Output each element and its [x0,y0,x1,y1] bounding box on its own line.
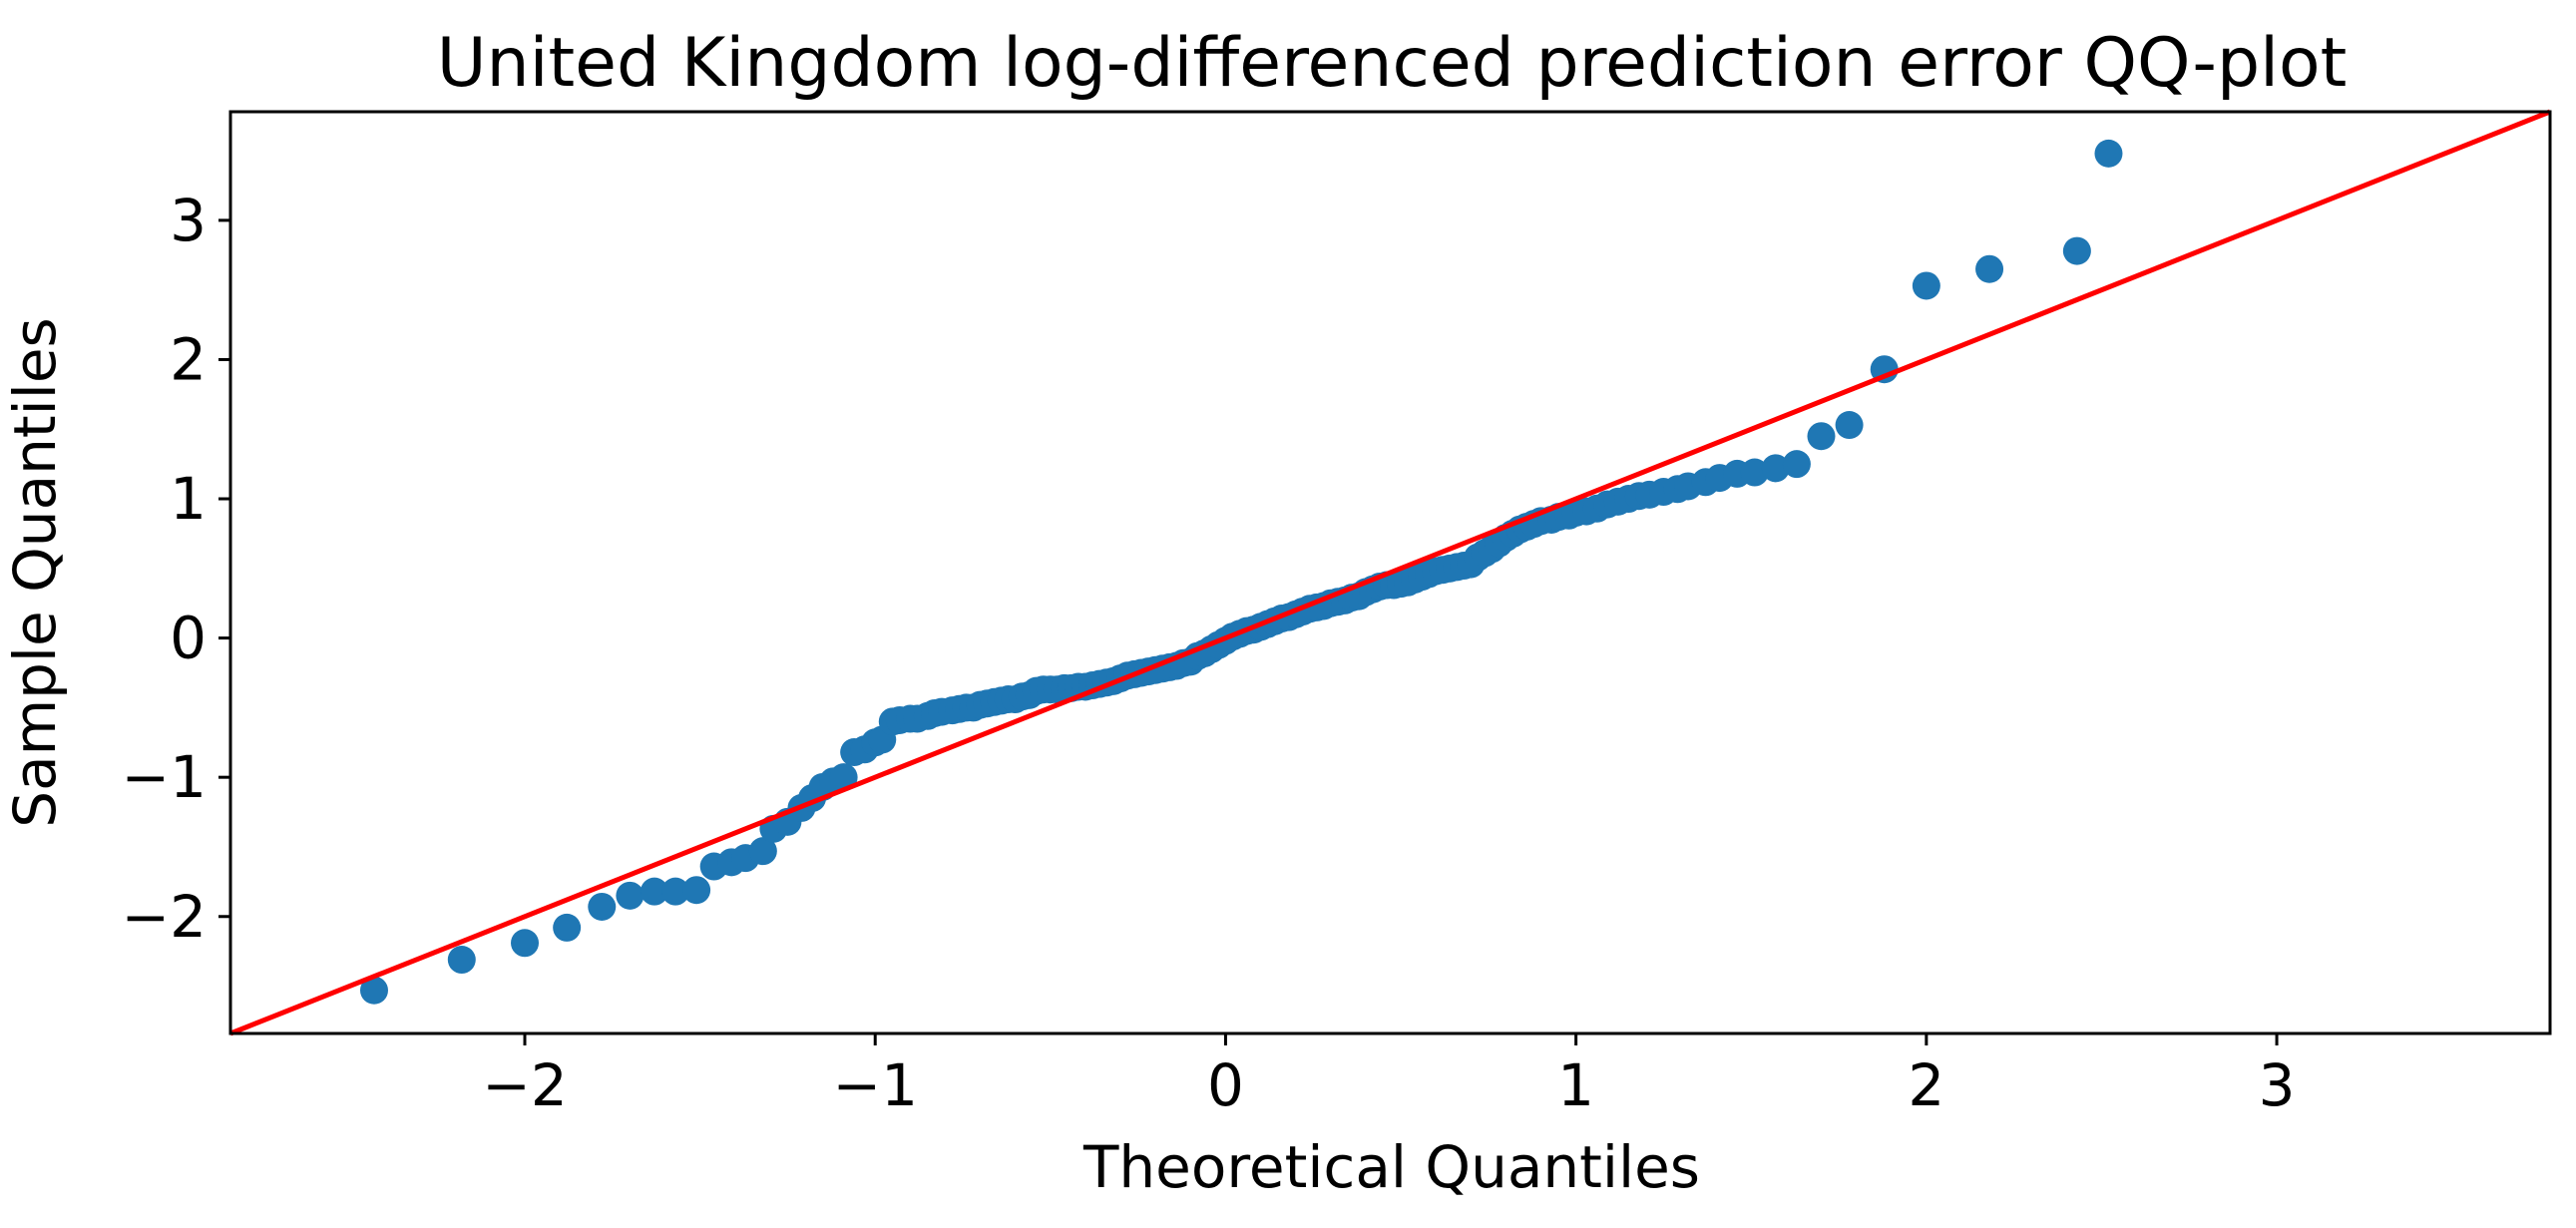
data-point-142 [2094,139,2123,168]
x-tick-label: −1 [832,1051,918,1119]
y-tick-label: −1 [122,743,208,811]
data-point-7 [661,877,690,906]
data-point-140 [1975,254,2004,283]
data-point-3 [553,913,582,942]
data-point-8 [682,876,711,905]
data-point-0 [359,976,388,1005]
data-point-133 [1740,458,1769,487]
y-tick-label: −2 [122,883,208,951]
data-point-136 [1807,422,1836,451]
data-point-2 [511,929,540,958]
data-point-134 [1761,454,1790,483]
x-tick-label: 0 [1207,1051,1244,1119]
plot-frame [228,110,2552,1035]
y-tick-label: 0 [170,605,207,672]
y-axis-label: Sample Quantiles [1,317,69,828]
data-point-141 [2062,236,2091,265]
x-tick-label: 1 [1557,1051,1594,1119]
x-axis-ticks: −2 −1 0 1 2 3 [482,1033,2296,1119]
data-point-137 [1835,411,1864,440]
y-tick-label: 1 [170,465,207,533]
data-point-6 [640,877,668,906]
data-point-139 [1912,271,1940,300]
chart-title: United Kingdom log-differenced predictio… [437,24,2348,103]
data-point-12 [748,837,777,866]
x-tick-label: −2 [482,1051,568,1119]
x-tick-label: 3 [2259,1051,2296,1119]
data-point-138 [1870,355,1899,384]
x-tick-label: 2 [1908,1051,1944,1119]
y-tick-label: 2 [170,325,207,393]
y-tick-label: 3 [170,187,207,254]
data-point-1 [447,946,476,975]
x-axis-label: Theoretical Quantiles [1082,1133,1700,1201]
y-axis-ticks: −2 −1 0 1 2 3 [122,187,230,951]
reference-line [229,109,2551,1036]
data-point-5 [616,881,644,910]
data-point-4 [588,892,617,921]
data-points [359,139,2123,1005]
data-point-135 [1782,450,1811,479]
data-point-19 [829,763,858,792]
